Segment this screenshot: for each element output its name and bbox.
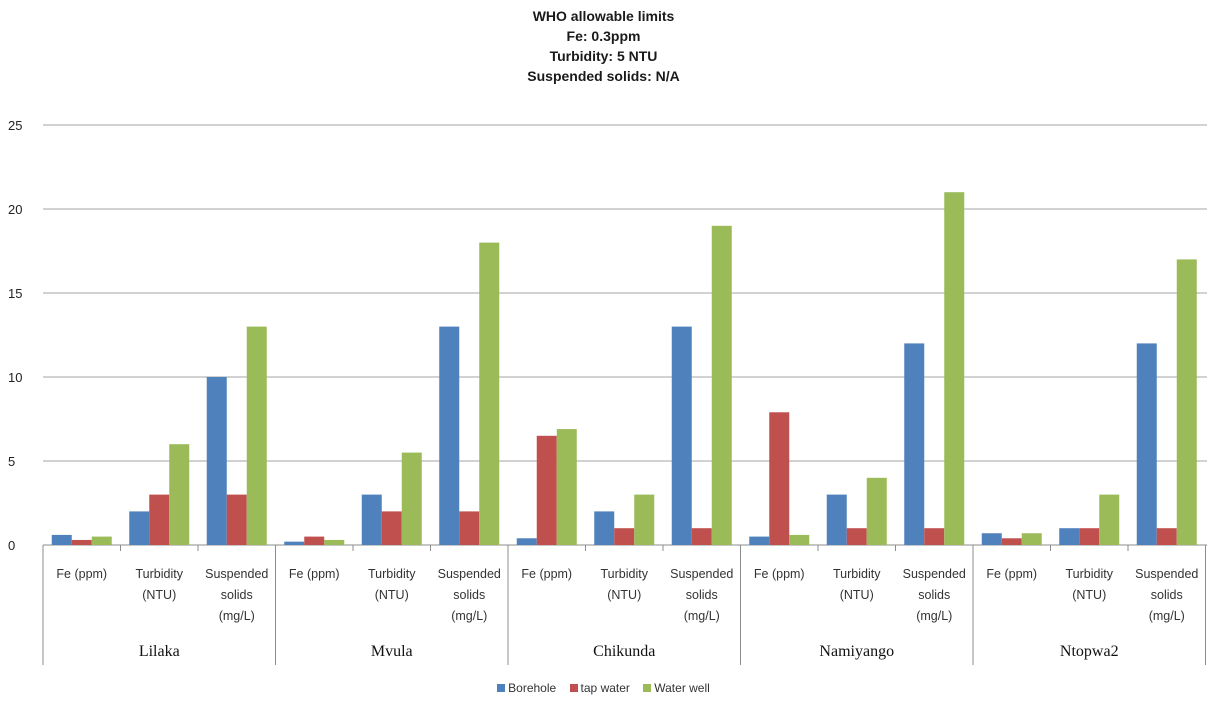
bar-borehole <box>516 538 537 545</box>
bar-borehole <box>904 343 925 545</box>
x-group-label: Namiyango <box>819 643 894 660</box>
legend-label-tap-water: tap water <box>580 681 630 695</box>
x-group-label: Mvula <box>371 643 413 660</box>
bar-tap-water <box>71 539 92 545</box>
legend-swatch-tap-water <box>569 684 578 692</box>
bar-tap-water <box>924 528 945 545</box>
y-tick-label: 0 <box>8 538 15 553</box>
bar-tap-water <box>304 536 325 545</box>
bar-borehole <box>981 533 1002 545</box>
bar-tap-water <box>381 511 402 545</box>
bar-borehole <box>284 541 305 545</box>
y-tick-label: 10 <box>8 370 22 385</box>
bar-tap-water <box>149 494 170 545</box>
bar-water-well <box>401 452 422 545</box>
bar-water-well <box>634 494 655 545</box>
title-line-2: Fe: 0.3ppm <box>566 28 641 44</box>
x-category-label: Suspended solids (mg/L) <box>1135 567 1198 623</box>
bar-borehole <box>1059 528 1080 545</box>
bar-borehole <box>439 326 460 545</box>
bar-borehole <box>749 536 770 545</box>
bar-tap-water <box>614 528 635 545</box>
bar-tap-water <box>459 511 480 545</box>
bar-water-well <box>711 225 732 546</box>
x-group-label: Ntopwa2 <box>1060 643 1119 660</box>
x-category-label: Turbidity (NTU) <box>368 567 416 602</box>
bar-water-well <box>789 534 810 545</box>
bar-water-well <box>944 192 965 545</box>
x-category-label: Turbidity (NTU) <box>136 567 184 602</box>
legend-label-borehole: Borehole <box>508 681 557 695</box>
legend-swatch-borehole <box>497 684 506 692</box>
x-category-label: Turbidity (NTU) <box>833 567 881 602</box>
x-category-label: Fe (ppm) <box>521 567 572 581</box>
bar-borehole <box>671 326 692 545</box>
bar-tap-water <box>226 494 247 545</box>
bar-borehole <box>129 511 150 545</box>
title-line-1: WHO allowable limits <box>532 8 675 24</box>
x-category-label: Suspended solids (mg/L) <box>438 567 501 623</box>
bar-borehole <box>594 511 615 545</box>
bar-tap-water <box>536 435 557 545</box>
x-category-label: Suspended solids (mg/L) <box>903 567 966 623</box>
title-line-3: Turbidity: 5 NTU <box>549 48 658 64</box>
bar-water-well <box>324 539 345 545</box>
bar-borehole <box>51 534 72 545</box>
legend-item-borehole: Borehole <box>497 681 556 695</box>
bar-tap-water <box>1156 528 1177 545</box>
bar-borehole <box>1136 343 1157 545</box>
bar-water-well <box>169 444 190 545</box>
legend: Borehole tap water Water well <box>0 681 1207 695</box>
bar-borehole <box>206 377 227 545</box>
legend-label-water-well: Water well <box>654 681 710 695</box>
x-category-label: Turbidity (NTU) <box>601 567 649 602</box>
title-line-4: Suspended solids: N/A <box>527 68 680 84</box>
bar-tap-water <box>1079 528 1100 545</box>
y-tick-label: 20 <box>8 202 22 217</box>
x-category-label: Fe (ppm) <box>986 567 1037 581</box>
bar-water-well <box>91 536 112 545</box>
bar-tap-water <box>691 528 712 545</box>
y-tick-label: 15 <box>8 286 22 301</box>
x-category-label: Suspended solids (mg/L) <box>670 567 733 623</box>
legend-swatch-water-well <box>643 684 652 692</box>
x-category-label: Fe (ppm) <box>56 567 107 581</box>
x-category-label: Fe (ppm) <box>289 567 340 581</box>
bar-tap-water <box>769 412 790 545</box>
x-group-label: Lilaka <box>139 643 180 660</box>
bar-water-well <box>246 326 267 545</box>
bar-water-well <box>866 477 887 545</box>
legend-item-water-well: Water well <box>643 681 710 695</box>
x-category-label: Suspended solids (mg/L) <box>205 567 268 623</box>
chart-title: WHO allowable limits Fe: 0.3ppm Turbidit… <box>0 6 1207 86</box>
bar-borehole <box>826 494 847 545</box>
y-tick-label: 25 <box>8 118 22 133</box>
bar-tap-water <box>846 528 867 545</box>
bar-water-well <box>1099 494 1120 545</box>
bar-water-well <box>479 242 500 545</box>
bar-water-well <box>1176 259 1197 545</box>
legend-item-tap-water: tap water <box>569 681 630 695</box>
x-group-label: Chikunda <box>593 643 655 660</box>
x-category-label: Fe (ppm) <box>754 567 805 581</box>
bar-water-well <box>1021 533 1042 545</box>
bar-borehole <box>361 494 382 545</box>
bar-water-well <box>556 429 577 545</box>
x-category-label: Turbidity (NTU) <box>1066 567 1114 602</box>
y-tick-label: 5 <box>8 454 15 469</box>
bar-tap-water <box>1001 538 1022 545</box>
